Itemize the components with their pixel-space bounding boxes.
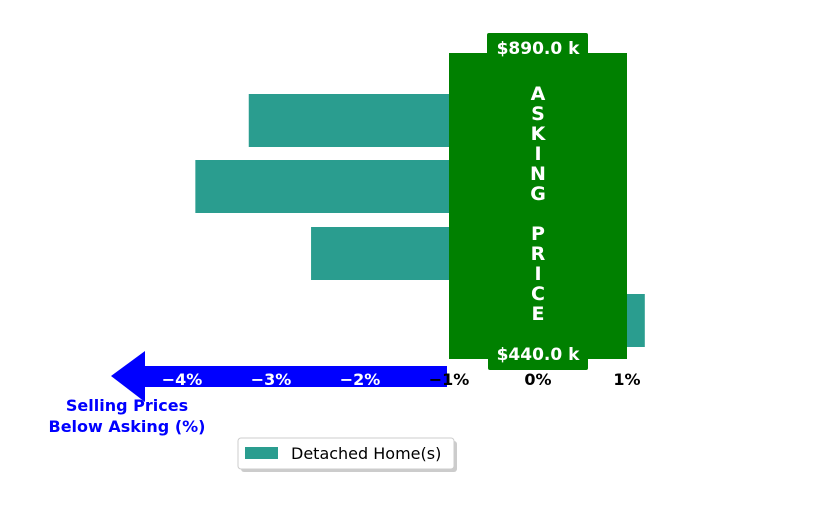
below-asking-label-group: Selling Prices Below Asking (%): [49, 396, 206, 436]
legend-label: Detached Home(s): [291, 444, 441, 463]
x-tick-label: −1%: [429, 370, 470, 389]
x-tick-label: −3%: [251, 370, 292, 389]
below-asking-arrow-group: [111, 351, 447, 402]
asking-price-band: [449, 53, 627, 359]
below-asking-arrow: [111, 351, 447, 402]
price-top-box: [487, 33, 588, 61]
price-bottom-box: [488, 342, 588, 370]
price-top-label: $890.0 k: [497, 39, 581, 59]
legend-box: [237, 437, 455, 470]
x-tick-labels: −4% −3% −2% −1% 0% 1%: [162, 370, 641, 389]
x-tick-label: 1%: [613, 370, 640, 389]
below-asking-label-line: Below Asking (%): [49, 417, 206, 436]
x-tick-label: −4%: [162, 370, 203, 389]
legend: Detached Home(s): [237, 437, 457, 472]
legend-swatch: [245, 447, 278, 459]
below-asking-label-line: Selling Prices: [66, 396, 188, 415]
x-tick-label: 0%: [524, 370, 551, 389]
price-bottom-label: $440.0 k: [497, 345, 581, 365]
x-tick-label: −2%: [340, 370, 381, 389]
